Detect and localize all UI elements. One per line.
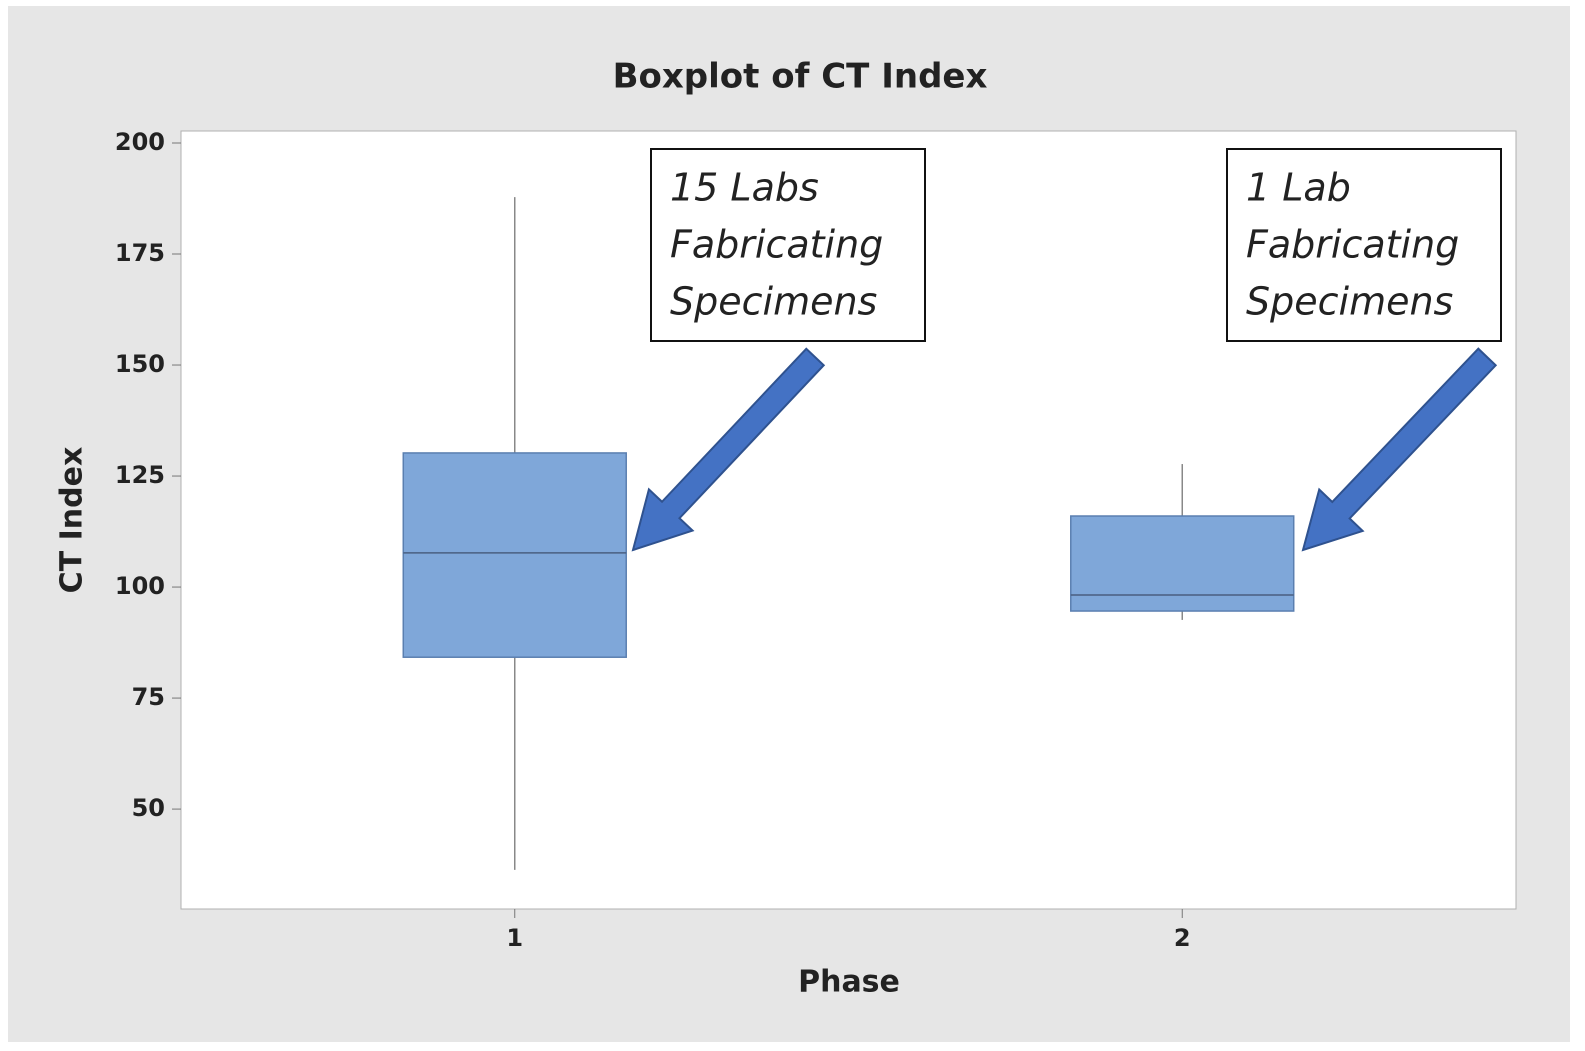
box bbox=[1070, 515, 1295, 612]
annotation-text: Fabricating bbox=[1246, 223, 1459, 267]
annotation-text: Specimens bbox=[670, 280, 877, 324]
x-axis-label: Phase bbox=[798, 965, 900, 1000]
annotation-text: 15 Labs bbox=[670, 166, 819, 210]
chart-title: Boxplot of CT Index bbox=[613, 57, 988, 97]
annotation-box bbox=[650, 148, 926, 342]
annotation-box bbox=[1226, 148, 1502, 342]
y-tick-label: 200 bbox=[115, 128, 165, 156]
annotation-arrow bbox=[1301, 347, 1498, 552]
y-tick-label: 50 bbox=[132, 794, 165, 822]
y-axis-label: CT Index bbox=[55, 447, 90, 594]
y-tick-label: 100 bbox=[115, 572, 165, 600]
y-tick-label: 175 bbox=[115, 239, 165, 267]
annotation-arrow bbox=[631, 347, 826, 552]
y-tick-label: 150 bbox=[115, 350, 165, 378]
x-tick-label: 2 bbox=[1174, 924, 1191, 952]
y-tick-label: 75 bbox=[132, 683, 165, 711]
y-tick-label: 125 bbox=[115, 461, 165, 489]
x-tick-label: 1 bbox=[506, 924, 523, 952]
annotation-text: Specimens bbox=[1246, 280, 1453, 324]
box bbox=[402, 452, 627, 658]
annotation-text: 1 Lab bbox=[1246, 166, 1351, 210]
annotation-text: Fabricating bbox=[670, 223, 883, 267]
